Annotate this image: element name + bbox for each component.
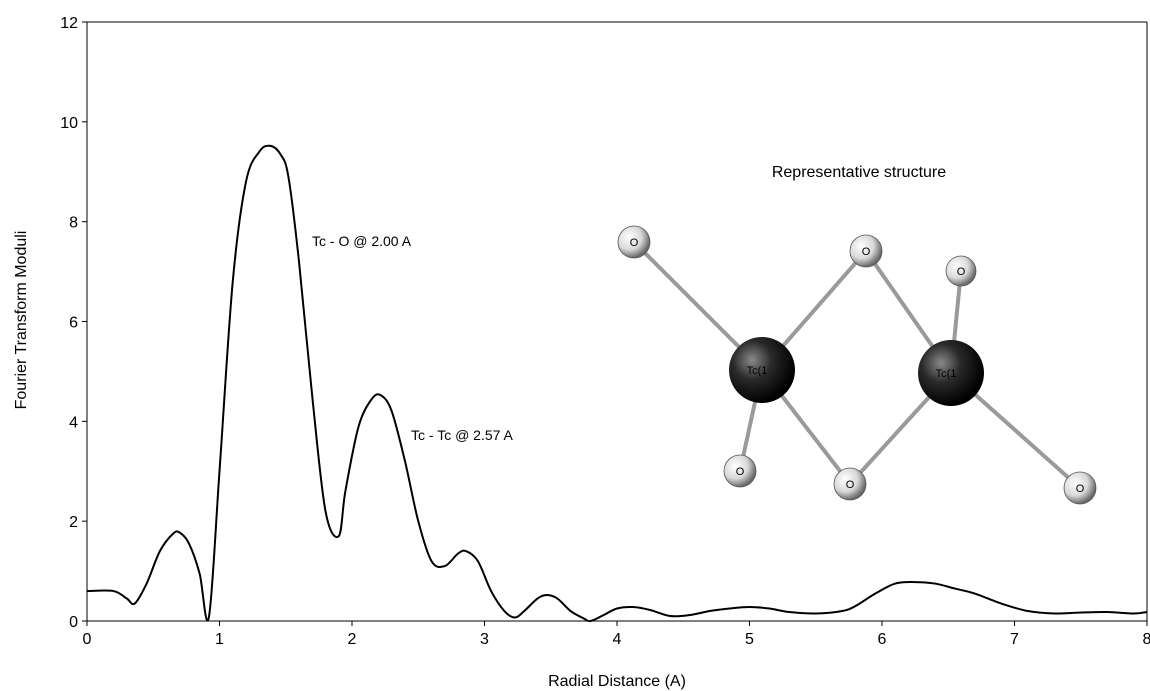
oxygen-atom: O <box>1063 471 1097 505</box>
svg-text:O: O <box>957 266 966 278</box>
y-tick-label: 6 <box>69 315 78 332</box>
svg-text:O: O <box>630 237 639 249</box>
x-tick-label: 7 <box>1010 631 1019 648</box>
x-tick-label: 1 <box>215 631 224 648</box>
y-tick-label: 8 <box>69 215 78 232</box>
series-line <box>86 144 1148 623</box>
structure-inset: Representative structure O O O O <box>617 164 1097 505</box>
oxygen-atom: O <box>945 255 977 287</box>
x-tick-label: 0 <box>83 631 92 648</box>
svg-text:O: O <box>846 479 855 491</box>
oxygen-atom: O <box>617 225 651 259</box>
series-group <box>86 144 1148 623</box>
annotation-tc-tc: Tc - Tc @ 2.57 A <box>411 427 514 443</box>
x-tick-label: 6 <box>878 631 887 648</box>
inset-title: Representative structure <box>772 164 946 181</box>
y-axis-title: Fourier Transform Moduli <box>13 231 30 410</box>
y-tick-label: 10 <box>60 115 78 132</box>
x-tick-label: 4 <box>613 631 622 648</box>
svg-text:O: O <box>1076 483 1085 495</box>
oxygen-atom: O <box>833 467 867 501</box>
svg-text:O: O <box>862 246 871 258</box>
bond-group <box>632 240 1082 490</box>
x-axis-title: Radial Distance (A) <box>548 673 686 690</box>
oxygen-atom: O <box>723 454 757 488</box>
annotation-tc-o: Tc - O @ 2.00 A <box>312 233 412 249</box>
technetium-atom: Tc(1 <box>729 337 795 403</box>
x-tick-label: 5 <box>745 631 754 648</box>
svg-text:Tc(1: Tc(1 <box>747 365 768 377</box>
x-tick-label: 2 <box>348 631 357 648</box>
x-tick-label: 8 <box>1143 631 1150 648</box>
svg-text:O: O <box>736 466 745 478</box>
y-tick-label: 2 <box>69 514 78 531</box>
y-tick-label: 0 <box>69 614 78 631</box>
y-tick-label: 4 <box>69 414 78 431</box>
svg-text:Tc(1: Tc(1 <box>936 368 957 380</box>
y-tick-label: 12 <box>60 15 78 32</box>
x-tick-label: 3 <box>480 631 489 648</box>
oxygen-atom: O <box>849 234 883 268</box>
technetium-atom: Tc(1 <box>918 340 984 406</box>
